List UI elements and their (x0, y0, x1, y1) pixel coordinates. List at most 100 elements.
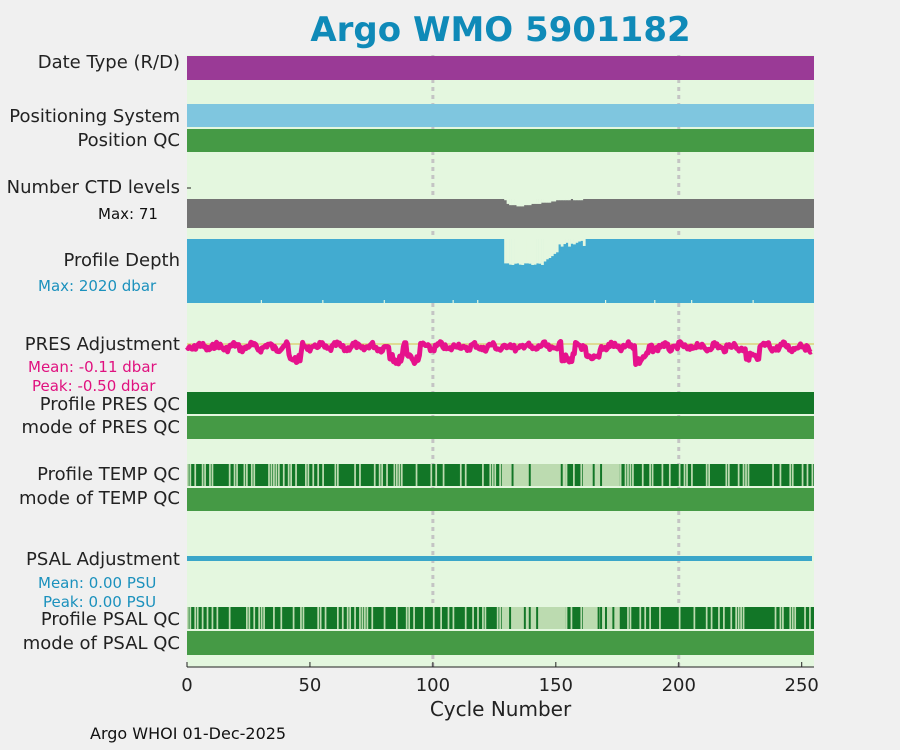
depth-bar (577, 239, 581, 242)
psal-qc-stripe (405, 607, 408, 629)
psal-qc-stripe (302, 607, 305, 629)
temp-qc-stripe (250, 464, 253, 486)
psal-qc-stripe (735, 607, 738, 629)
psal-qc-stripe (580, 607, 583, 629)
psal-qc-stripe (649, 607, 651, 629)
temp-qc-stripe (334, 464, 337, 486)
psal-qc-stripe (705, 607, 708, 629)
psal-qc-stripe (464, 607, 467, 629)
psal-qc-stripe (779, 607, 782, 629)
positioning-band (187, 104, 814, 127)
temp-qc-stripe (661, 464, 664, 486)
depth-bar (538, 239, 542, 264)
temp-qc-stripe (678, 464, 681, 486)
psal-qc-stripe (794, 607, 797, 629)
temp-qc-stripe (381, 464, 383, 486)
x-tick-label: 100 (416, 675, 450, 696)
depth-speck (654, 300, 656, 303)
temp-qc-stripe (228, 464, 231, 486)
temp-qc-stripe (632, 464, 634, 486)
depth-bar (565, 239, 569, 243)
temp-qc-stripe (459, 464, 462, 486)
temp-qc-stripe (336, 464, 339, 486)
chart-title: Argo WMO 5901182 (310, 10, 691, 50)
temp-qc-stripe (398, 464, 401, 486)
temp-qc-stripe (194, 464, 197, 486)
psal-qc-stripe (509, 607, 512, 629)
temp-qc-stripe (253, 464, 256, 486)
pres-adjustment-line (184, 339, 813, 367)
psal-qc-stripe (597, 607, 600, 629)
depth-bar (548, 239, 552, 259)
psal-qc-stripe (570, 607, 573, 629)
temp-qc-stripe (641, 464, 644, 486)
temp-qc-stripe (295, 464, 297, 486)
temp-qc-stripe (747, 464, 750, 486)
psal-qc-stripe (484, 607, 487, 629)
psal-qc-stripe (371, 607, 374, 629)
depth-speck (322, 300, 324, 303)
psal-qc-stripe (194, 607, 197, 629)
temp-qc-stripe (243, 464, 246, 486)
temp-qc-stripe (580, 464, 583, 486)
temp-qc-stripe (629, 464, 632, 486)
label-psal-mean: Mean: 0.00 PSU (38, 574, 157, 592)
temp-qc-stripe (373, 464, 376, 486)
psal-qc-stripe (496, 607, 499, 629)
position-qc-band (187, 129, 814, 152)
temp-qc-stripe (528, 464, 531, 486)
temp-qc-stripe (801, 464, 804, 486)
temp-qc-stripe (277, 464, 280, 486)
temp-qc-stripe (204, 464, 206, 486)
label-psal-peak: Peak: 0.00 PSU (43, 593, 157, 611)
ctd-bar (560, 199, 564, 201)
mode-temp-qc-band (187, 488, 814, 511)
temp-qc-stripe (386, 464, 388, 486)
temp-qc-stripe (209, 464, 211, 486)
ctd-bar (514, 199, 517, 206)
label-profile-temp-qc: Profile TEMP QC (37, 464, 180, 485)
temp-qc-stripe (290, 464, 292, 486)
temp-qc-stripe (651, 464, 654, 486)
temp-qc-stripe (573, 464, 575, 486)
psal-qc-stripe (273, 607, 275, 629)
psal-qc-stripe (740, 607, 742, 629)
temp-qc-stripe (708, 464, 710, 486)
ctd-bar (545, 199, 549, 203)
ctd-bar (506, 199, 510, 204)
temp-qc-stripe (619, 464, 622, 486)
temp-qc-stripe (322, 464, 324, 486)
psal-qc-stripe (336, 607, 339, 629)
mode-pres-qc-band (187, 416, 814, 439)
psal-qc-stripe (452, 607, 455, 629)
psal-qc-stripe (723, 607, 725, 629)
temp-qc-stripe (600, 464, 603, 486)
depth-bar (504, 239, 507, 264)
label-date-type: Date Type (R/D) (37, 52, 180, 73)
ctd-bar (528, 199, 532, 206)
psal-qc-stripe (201, 607, 204, 629)
psal-qc-stripe (413, 607, 415, 629)
depth-bar (526, 239, 530, 264)
psal-qc-stripe (280, 607, 283, 629)
label-ctd-max: Max: 71 (98, 205, 158, 223)
temp-qc-stripe (565, 464, 568, 486)
temp-qc-stripe (624, 464, 627, 486)
temp-qc-stripe (393, 464, 396, 486)
depth-speck (752, 300, 754, 303)
ctd-bar (518, 199, 522, 207)
temp-qc-stripe (268, 464, 270, 486)
psal-qc-stripe (737, 607, 740, 629)
temp-qc-stripe (275, 464, 278, 486)
label-depth-max: Max: 2020 dbar (38, 277, 157, 295)
x-tick-label: 200 (662, 675, 696, 696)
temp-qc-stripe (305, 464, 307, 486)
temp-qc-stripe (270, 464, 273, 486)
ctd-bar (568, 199, 571, 201)
psal-qc-stripe (600, 607, 603, 629)
label-positioning-system: Positioning System (9, 106, 180, 127)
psal-qc-stripe (361, 607, 364, 629)
depth-bar (516, 239, 520, 264)
temp-qc-stripe (745, 464, 747, 486)
